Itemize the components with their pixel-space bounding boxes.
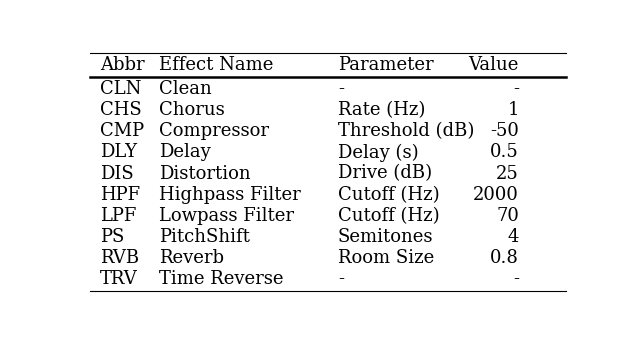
Text: Highpass Filter: Highpass Filter (159, 186, 301, 204)
Text: Reverb: Reverb (159, 249, 225, 267)
Text: CMP: CMP (100, 122, 144, 140)
Text: RVB: RVB (100, 249, 139, 267)
Text: Drive (dB): Drive (dB) (338, 164, 432, 183)
Text: Lowpass Filter: Lowpass Filter (159, 207, 294, 225)
Text: -: - (338, 80, 344, 98)
Text: Cutoff (Hz): Cutoff (Hz) (338, 186, 440, 204)
Text: Clean: Clean (159, 80, 212, 98)
Text: 0.8: 0.8 (490, 249, 519, 267)
Text: Compressor: Compressor (159, 122, 269, 140)
Text: Cutoff (Hz): Cutoff (Hz) (338, 207, 440, 225)
Text: CLN: CLN (100, 80, 141, 98)
Text: Semitones: Semitones (338, 228, 433, 246)
Text: DIS: DIS (100, 164, 134, 183)
Text: Distortion: Distortion (159, 164, 251, 183)
Text: Threshold (dB): Threshold (dB) (338, 122, 474, 140)
Text: -50: -50 (490, 122, 519, 140)
Text: -: - (513, 270, 519, 288)
Text: Room Size: Room Size (338, 249, 434, 267)
Text: HPF: HPF (100, 186, 140, 204)
Text: 0.5: 0.5 (490, 143, 519, 162)
Text: 2000: 2000 (473, 186, 519, 204)
Text: Chorus: Chorus (159, 101, 225, 119)
Text: Rate (Hz): Rate (Hz) (338, 101, 426, 119)
Text: PS: PS (100, 228, 124, 246)
Text: Delay (s): Delay (s) (338, 143, 419, 162)
Text: 1: 1 (508, 101, 519, 119)
Text: 25: 25 (496, 164, 519, 183)
Text: Abbr: Abbr (100, 56, 145, 74)
Text: Value: Value (468, 56, 519, 74)
Text: Effect Name: Effect Name (159, 56, 274, 74)
Text: 70: 70 (496, 207, 519, 225)
Text: Delay: Delay (159, 143, 211, 162)
Text: -: - (513, 80, 519, 98)
Text: -: - (338, 270, 344, 288)
Text: LPF: LPF (100, 207, 136, 225)
Text: 4: 4 (508, 228, 519, 246)
Text: DLY: DLY (100, 143, 137, 162)
Text: PitchShift: PitchShift (159, 228, 250, 246)
Text: Time Reverse: Time Reverse (159, 270, 284, 288)
Text: Parameter: Parameter (338, 56, 433, 74)
Text: TRV: TRV (100, 270, 138, 288)
Text: CHS: CHS (100, 101, 141, 119)
